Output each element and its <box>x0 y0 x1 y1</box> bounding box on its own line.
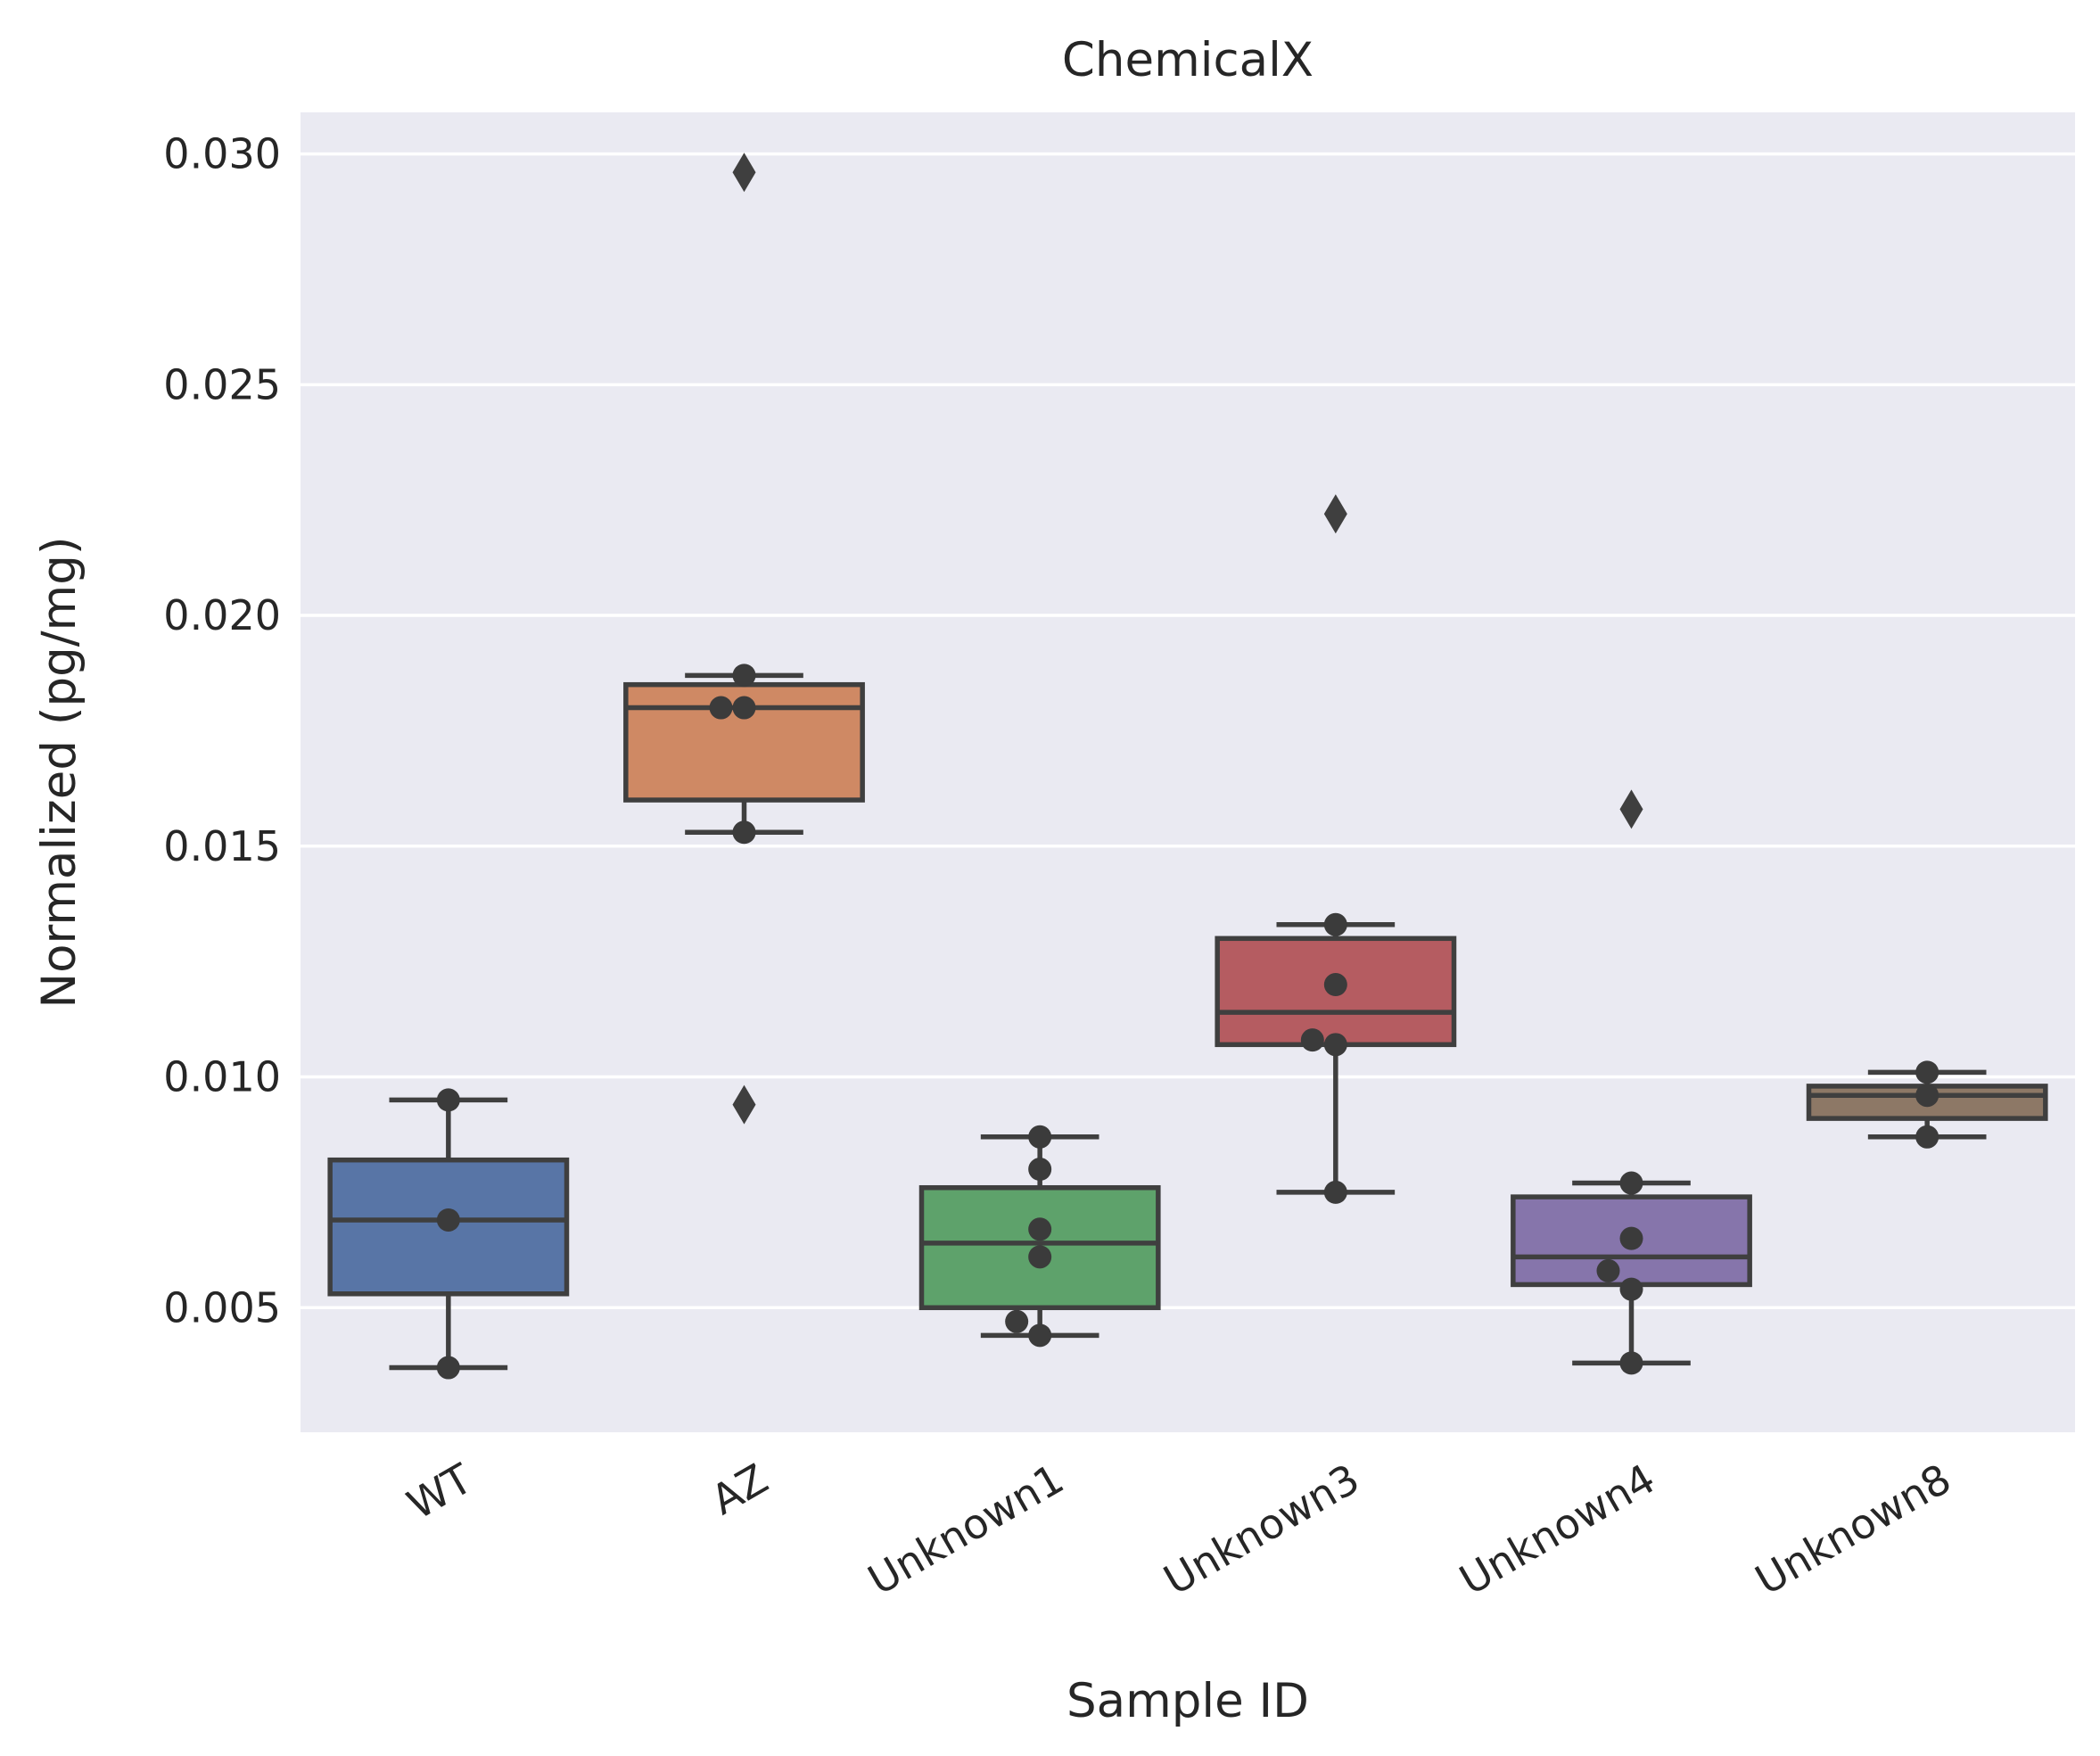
outlier-marker <box>1323 494 1347 534</box>
y-tick-label: 0.020 <box>163 591 281 639</box>
data-point <box>732 664 756 688</box>
data-point <box>732 820 756 845</box>
x-tick-label: Unknown1 <box>860 1455 1071 1604</box>
box-group-az <box>623 153 865 1125</box>
outlier-marker <box>1619 789 1643 829</box>
data-point <box>1323 1180 1347 1204</box>
y-tick-label: 0.025 <box>163 360 281 408</box>
data-point <box>1915 1060 1939 1084</box>
data-point <box>1619 1351 1643 1375</box>
x-axis-label: Sample ID <box>1066 1674 1309 1728</box>
box-group-unknown3 <box>1215 494 1457 1204</box>
box-group-unknown4 <box>1511 789 1752 1375</box>
data-point <box>1323 973 1347 997</box>
data-point <box>1619 1226 1643 1250</box>
data-point <box>1619 1277 1643 1301</box>
grid-lines <box>301 152 2075 1310</box>
data-point <box>1323 1033 1347 1057</box>
data-point <box>1028 1125 1052 1149</box>
box-group-unknown8 <box>1806 1060 2048 1149</box>
y-tick-label: 0.015 <box>163 822 281 870</box>
x-tick-label: Unknown4 <box>1452 1455 1663 1604</box>
x-tick-label: Unknown3 <box>1156 1455 1367 1604</box>
boxes <box>327 153 2048 1380</box>
data-point <box>1028 1245 1052 1269</box>
data-point <box>1028 1158 1052 1182</box>
x-tick-label: Unknown8 <box>1747 1455 1958 1604</box>
box-group-unknown1 <box>918 1125 1161 1348</box>
data-point <box>1915 1125 1939 1149</box>
x-tick-label: WT <box>399 1454 482 1529</box>
y-tick-label: 0.030 <box>163 130 281 178</box>
y-tick-label: 0.010 <box>163 1053 281 1101</box>
data-point <box>1028 1217 1052 1241</box>
data-point <box>436 1356 460 1380</box>
y-tick-label: 0.005 <box>163 1283 281 1331</box>
data-point <box>709 696 733 720</box>
data-point <box>732 696 756 720</box>
data-point <box>1028 1323 1052 1348</box>
data-point <box>436 1208 460 1232</box>
outlier-marker <box>732 153 756 193</box>
data-point <box>1596 1258 1620 1282</box>
box-group-wt <box>327 1088 570 1380</box>
x-tick-label: AZ <box>703 1455 776 1524</box>
data-point <box>1005 1309 1029 1333</box>
chart-title: ChemicalX <box>1062 33 1314 87</box>
data-point <box>1915 1084 1939 1108</box>
outlier-marker <box>732 1084 756 1125</box>
data-point <box>436 1088 460 1112</box>
data-point <box>1323 912 1347 936</box>
data-point <box>1300 1028 1324 1052</box>
data-point <box>1619 1171 1643 1195</box>
y-axis-label: Normalized (pg/mg) <box>32 536 86 1008</box>
plot-area <box>301 112 2075 1432</box>
